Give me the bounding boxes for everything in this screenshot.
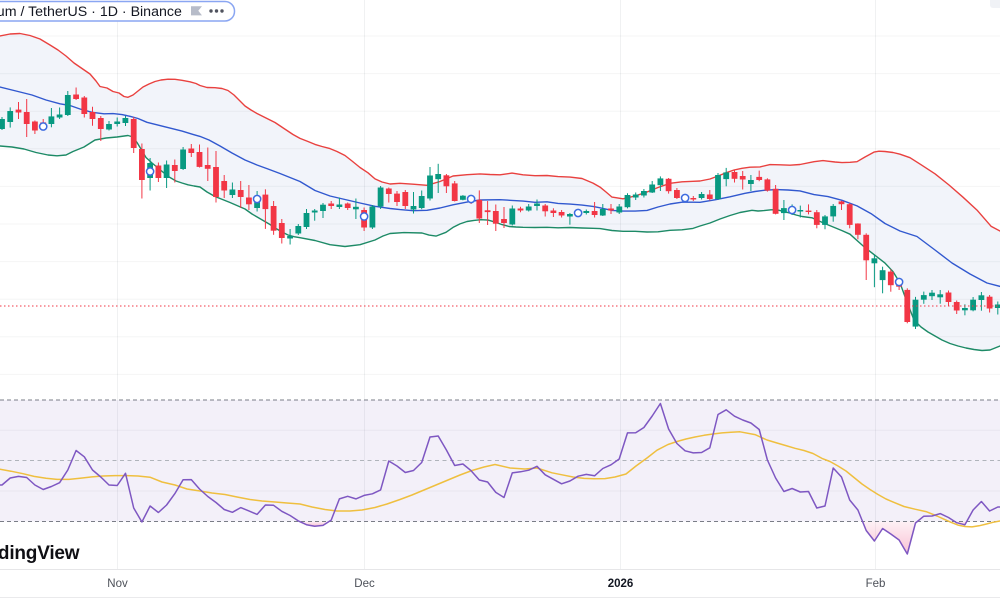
svg-text:Feb: Feb <box>866 578 886 590</box>
svg-text:Ethereum / TetherUS · 1D · Bin: Ethereum / TetherUS · 1D · Binance <box>0 4 182 20</box>
svg-text:2026: 2026 <box>608 578 634 590</box>
svg-text:Nov: Nov <box>107 578 128 590</box>
svg-text:Dec: Dec <box>354 578 375 590</box>
svg-text:TradingView: TradingView <box>0 543 80 564</box>
